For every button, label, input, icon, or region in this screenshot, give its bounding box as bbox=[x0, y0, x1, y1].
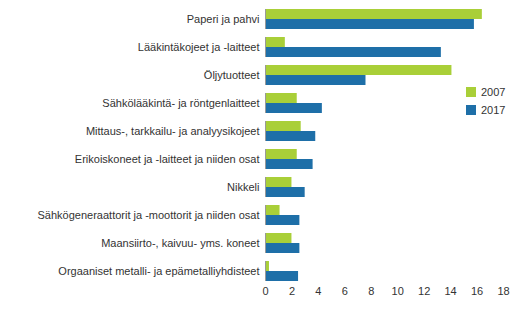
svg-text:8: 8 bbox=[368, 285, 374, 297]
svg-text:4: 4 bbox=[315, 285, 321, 297]
svg-text:Nikkeli: Nikkeli bbox=[227, 181, 259, 193]
svg-text:Sähkölääkintä- ja röntgenlaitt: Sähkölääkintä- ja röntgenlaitteet bbox=[102, 97, 259, 109]
svg-text:2: 2 bbox=[289, 285, 295, 297]
svg-text:0: 0 bbox=[262, 285, 268, 297]
svg-text:Mittaus-, tarkkailu- ja analyy: Mittaus-, tarkkailu- ja analyysikojeet bbox=[86, 125, 260, 137]
svg-text:12: 12 bbox=[418, 285, 430, 297]
svg-text:Sähkögeneraattorit ja -moottor: Sähkögeneraattorit ja -moottorit ja niid… bbox=[38, 209, 260, 221]
svg-text:Maansiirto-, kaivuu- yms. kone: Maansiirto-, kaivuu- yms. koneet bbox=[101, 237, 259, 249]
svg-text:14: 14 bbox=[444, 285, 456, 297]
svg-text:Paperi ja pahvi: Paperi ja pahvi bbox=[187, 13, 260, 25]
svg-text:Erikoiskoneet ja -laitteet ja: Erikoiskoneet ja -laitteet ja niiden osa… bbox=[75, 153, 260, 165]
html-text:2017: 2017 bbox=[481, 104, 506, 116]
svg-text:Orgaaniset metalli- ja epämeta: Orgaaniset metalli- ja epämetalliyhdiste… bbox=[58, 265, 259, 277]
html-text:2007: 2007 bbox=[481, 86, 506, 98]
svg-text:10: 10 bbox=[392, 285, 404, 297]
svg-text:16: 16 bbox=[471, 285, 483, 297]
svg-text:Lääkintäkojeet ja -laitteet: Lääkintäkojeet ja -laitteet bbox=[138, 41, 260, 53]
svg-text:18: 18 bbox=[497, 285, 509, 297]
svg-text:Öljytuotteet: Öljytuotteet bbox=[204, 69, 260, 81]
svg-text:6: 6 bbox=[342, 285, 348, 297]
